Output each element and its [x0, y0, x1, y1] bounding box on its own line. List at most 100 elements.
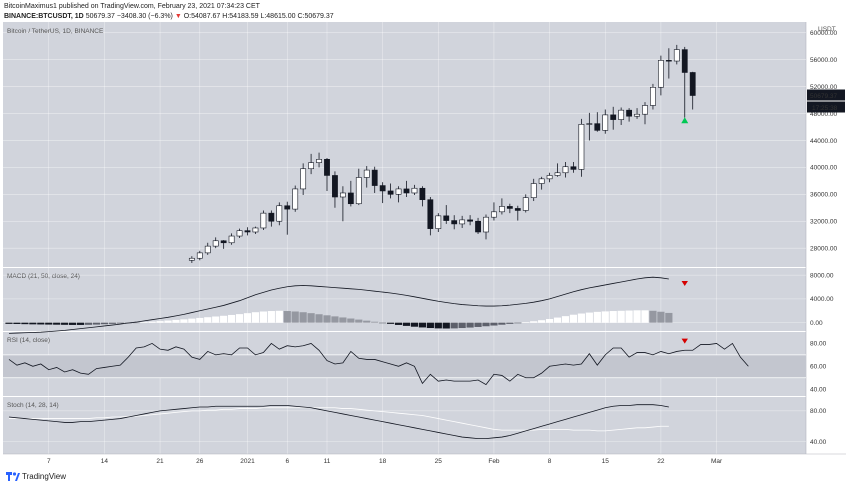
- candle-body: [602, 114, 609, 131]
- price-tick-label: 28000.00: [810, 245, 837, 252]
- macd-line: [8, 276, 669, 334]
- stoch-k-line: [8, 404, 669, 439]
- rsi-label: RSI (14, close): [7, 337, 50, 344]
- candle-body: [276, 205, 283, 222]
- macd-histogram-bar: [267, 311, 275, 323]
- ohlc-line: BINANCE:BTCUSDT, 1D 50679.37 −3408.30 (−…: [4, 13, 334, 20]
- candle-body: [268, 212, 275, 222]
- chart-header: BitcoinMaximus1 published on TradingView…: [0, 0, 850, 22]
- macd-histogram-bar: [243, 313, 252, 323]
- macd-histogram-bar: [164, 320, 172, 323]
- candle-body: [284, 205, 291, 210]
- macd-histogram-bar: [100, 322, 108, 325]
- macd-histogram-bar: [275, 310, 283, 323]
- macd-histogram-bar: [315, 314, 323, 323]
- macd-histogram-bar: [204, 317, 212, 323]
- macd-histogram-bar: [45, 322, 53, 325]
- candle-body: [475, 220, 481, 233]
- rsi-bearish-arrow-icon: [681, 338, 688, 344]
- macd-histogram-bar: [410, 322, 419, 327]
- macd-histogram-bar: [108, 322, 116, 324]
- publisher-text: BitcoinMaximus1 published on TradingView…: [4, 3, 260, 10]
- candle-body: [188, 257, 195, 261]
- macd-histogram-bar: [649, 310, 657, 323]
- macd-histogram-bar: [37, 322, 45, 325]
- macd-histogram-bar: [13, 322, 21, 324]
- candle-body: [657, 60, 664, 88]
- macd-histogram-bar: [371, 321, 379, 323]
- macd-histogram-bar: [307, 313, 315, 323]
- x-tick-label: 18: [379, 458, 387, 465]
- x-tick-label: 2021: [240, 458, 255, 465]
- rsi-tick-label: 60.00: [810, 364, 827, 371]
- x-tick-label: 7: [47, 458, 51, 465]
- candle-body: [371, 169, 378, 186]
- macd-histogram-bar: [84, 322, 93, 325]
- x-tick-label: 14: [101, 458, 109, 465]
- macd-histogram-bar: [609, 311, 617, 323]
- candle-body: [252, 227, 259, 233]
- macd-histogram-bar: [426, 322, 434, 329]
- candle-body: [483, 216, 489, 233]
- candle-body: [498, 206, 505, 213]
- macd-bearish-arrow-icon: [681, 281, 688, 286]
- macd-histogram-bar: [29, 322, 37, 325]
- tradingview-brand[interactable]: TradingView: [22, 472, 67, 481]
- macd-pane-bg: [3, 268, 806, 331]
- x-tick-label: 22: [657, 458, 665, 465]
- candle-body: [650, 86, 656, 106]
- candle-body: [562, 166, 569, 174]
- buy-signal-arrow-icon: [681, 117, 689, 124]
- rsi-tick-label: 80.00: [810, 341, 827, 348]
- candle-body: [244, 230, 251, 233]
- candle-body: [220, 240, 227, 244]
- candle-body: [427, 199, 434, 229]
- macd-histogram-bar: [498, 322, 506, 325]
- candle-body: [212, 240, 219, 247]
- tradingview-logo-icon[interactable]: [6, 472, 20, 482]
- price-tick-label: 60000.00: [810, 30, 837, 37]
- macd-histogram-bar: [474, 322, 482, 327]
- macd-histogram-bar: [617, 310, 625, 323]
- publisher-line: BitcoinMaximus1 published on TradingView…: [4, 3, 260, 10]
- candle-body: [339, 192, 346, 198]
- price-tick-label: 44000.00: [810, 138, 837, 145]
- x-tick-label: Mar: [711, 458, 723, 465]
- candle-body: [546, 175, 553, 180]
- close-value: 50679.37: [304, 13, 334, 20]
- x-tick-label: 26: [196, 458, 204, 465]
- chart-svg[interactable]: 7 14 21 26 2021 6 11 18 25 Feb 8 15 22 Mar 28000.00 320…: [0, 22, 850, 466]
- candle-body: [586, 123, 593, 125]
- macd-histogram-bar: [387, 322, 395, 324]
- macd-histogram-bar: [331, 316, 339, 323]
- high-label: H:: [222, 13, 230, 20]
- candle-body: [570, 166, 577, 170]
- chart-area[interactable]: 7 14 21 26 2021 6 11 18 25 Feb 8 15 22 Mar 28000.00 320…: [0, 22, 850, 466]
- x-tick-label: 8: [548, 458, 552, 465]
- macd-histogram-bar: [490, 322, 498, 326]
- candle-body: [665, 60, 672, 62]
- candle-body: [196, 252, 203, 259]
- candle-body: [642, 105, 648, 115]
- candle-body: [419, 187, 426, 200]
- macd-histogram-bar: [5, 322, 13, 324]
- candle-body: [403, 188, 410, 194]
- rsi-line: [8, 342, 749, 386]
- macd-tick-label: 0.00: [810, 320, 823, 327]
- macd-histogram-bar: [283, 311, 291, 323]
- candle-body: [236, 230, 243, 237]
- x-tick-label: 15: [602, 458, 610, 465]
- macd-histogram-bar: [657, 311, 665, 323]
- stoch-tick-label: 80.00: [810, 408, 827, 415]
- macd-histogram-bar: [355, 319, 363, 323]
- macd-histogram-bar: [633, 310, 641, 323]
- candle-body: [308, 162, 314, 170]
- candle-body: [689, 72, 696, 96]
- price-unit-label: USDT: [818, 26, 836, 33]
- stoch-label: Stoch (14, 28, 14): [7, 402, 59, 409]
- macd-histogram-bar: [61, 322, 69, 325]
- candle-body: [530, 183, 537, 198]
- macd-histogram-bar: [347, 318, 355, 323]
- x-tick-label: 25: [435, 458, 443, 465]
- candle-body: [204, 245, 211, 254]
